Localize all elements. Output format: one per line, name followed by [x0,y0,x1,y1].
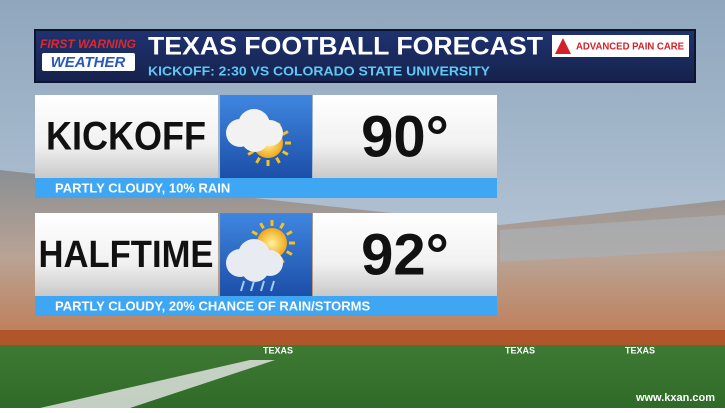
forecast-row: KICKOFF 90° PARTLY CLOUDY, 10% RAIN [35,95,497,198]
forecast-rows: KICKOFF 90° PARTLY CLOUDY, 10% RAIN HALFTIM… [35,95,497,316]
forecast-row: HALFTIME 92° PARTLY CLOUDY, 20% CHANCE OF … [35,213,497,316]
rain-drop [240,280,245,292]
stadium-banner: TEXAS [263,345,293,355]
temperature: 92° [361,222,449,287]
condition-bar [35,296,497,316]
label-panel [35,213,218,296]
temp-panel [313,95,497,178]
weather-icon [226,220,295,292]
banner-wall [0,330,725,348]
banners: TEXAS TEXAS TEXAS [263,345,655,355]
upper-deck [500,215,725,262]
watermark: www.kxan.com [635,392,715,404]
sun-ray [255,156,261,164]
rain-drop [250,280,255,292]
sun-ray [279,222,285,230]
sun-ray [285,230,293,236]
cloud [226,109,283,152]
title: TEXAS FOOTBALL FORECAST [148,33,543,61]
condition: PARTLY CLOUDY, 20% CHANCE OF RAIN/STORMS [55,298,371,313]
temperature: 90° [361,104,449,169]
temp-panel [313,213,497,296]
sponsor-box [552,35,689,57]
label-panel [35,95,218,178]
condition: PARTLY CLOUDY, 10% RAIN [55,180,230,195]
logo-line2: WEATHER [51,54,126,71]
sun-ray [281,150,289,156]
row-label: KICKOFF [46,115,206,159]
logo-line1: FIRST WARNING [40,37,136,51]
row-label: HALFTIME [39,234,214,276]
sun-ray [275,156,281,164]
cloud-part [241,254,269,282]
cloud-part [241,124,269,152]
field-line [40,360,275,408]
condition-bar [35,178,497,198]
logo-box [42,53,135,71]
stadium-banner: TEXAS [505,345,535,355]
rain-drop [270,280,275,292]
weather-icon [226,109,291,166]
sponsor-icon [555,38,571,54]
sun-ray [259,222,265,230]
sun-ray [247,150,255,156]
rain-drop [260,280,265,292]
stadium-banner: TEXAS [625,345,655,355]
sun-ray [285,250,293,256]
cloud [226,239,283,282]
subtitle: KICKOFF: 2:30 VS COLORADO STATE UNIVERSI… [148,63,490,78]
sun-ray [251,230,259,236]
sponsor: ADVANCED PAIN CARE [576,42,684,53]
sun-ray [281,130,289,136]
